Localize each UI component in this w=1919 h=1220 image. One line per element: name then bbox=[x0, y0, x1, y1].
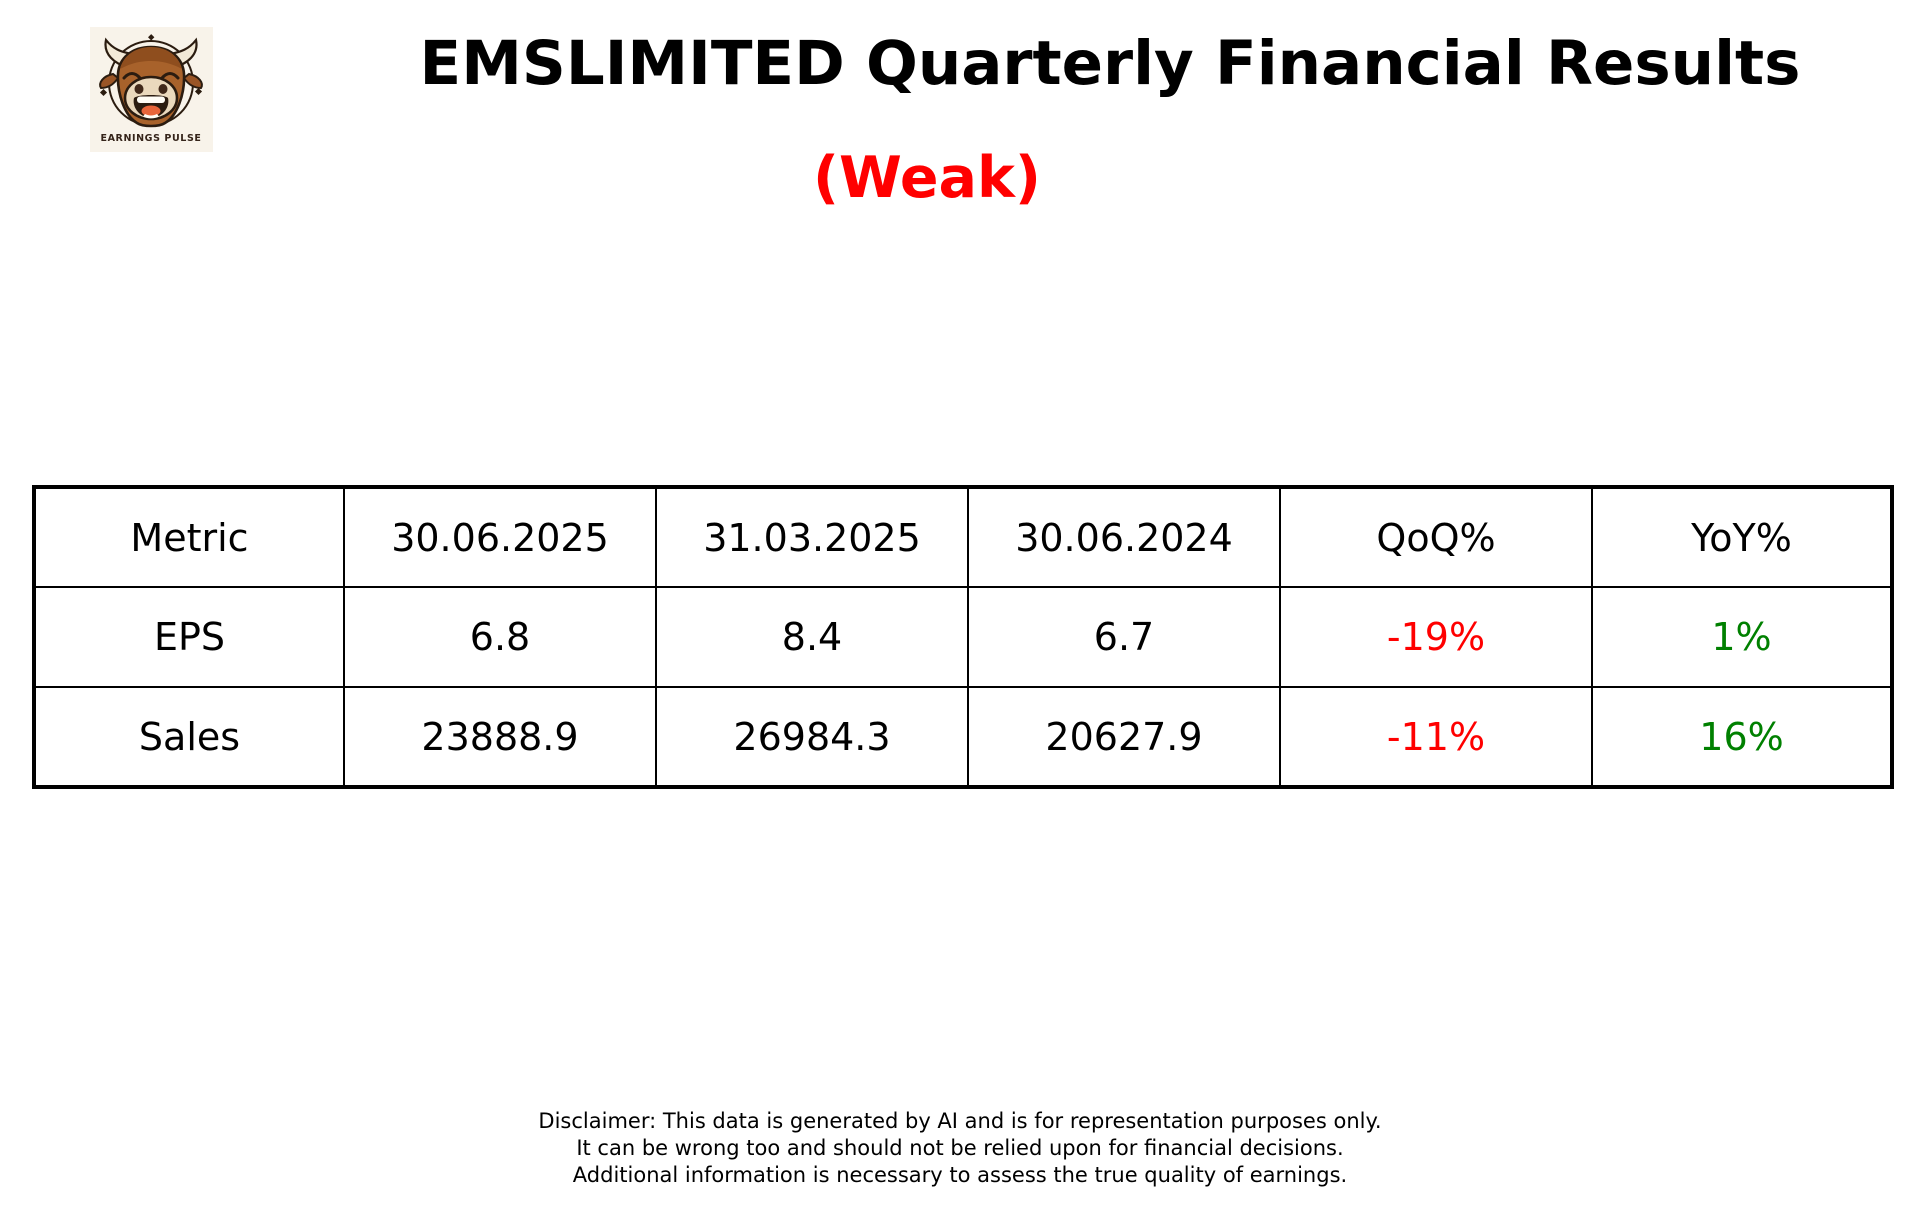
disclaimer-line-3: Additional information is necessary to a… bbox=[572, 1163, 1348, 1187]
eps-previous: 8.4 bbox=[655, 586, 969, 688]
sales-yoy-change: 16% bbox=[1591, 686, 1893, 788]
column-header-yoy: YoY% bbox=[1591, 486, 1893, 588]
eps-current: 6.8 bbox=[343, 586, 657, 688]
financial-results-table: Metric 30.06.2025 31.03.2025 30.06.2024 … bbox=[32, 485, 1894, 789]
table-row-sales: Sales 23888.9 26984.3 20627.9 -11% 16% bbox=[33, 686, 1893, 788]
laughing-bull-icon: EARNINGS PULSE bbox=[90, 27, 213, 152]
column-header-previous-quarter: 31.03.2025 bbox=[655, 486, 969, 588]
table-header-row: Metric 30.06.2025 31.03.2025 30.06.2024 … bbox=[33, 486, 1893, 588]
table-row-eps: EPS 6.8 8.4 6.7 -19% 1% bbox=[33, 586, 1893, 688]
sales-previous: 26984.3 bbox=[655, 686, 969, 788]
brand-logo: EARNINGS PULSE bbox=[90, 27, 213, 152]
verdict-label: (Weak) bbox=[813, 145, 1041, 211]
disclaimer-line-1: Disclaimer: This data is generated by AI… bbox=[538, 1109, 1382, 1133]
page-title: EMSLIMITED Quarterly Financial Results bbox=[419, 28, 1801, 99]
eps-qoq-change: -19% bbox=[1279, 586, 1593, 688]
eps-yoy-change: 1% bbox=[1591, 586, 1893, 688]
sales-current: 23888.9 bbox=[343, 686, 657, 788]
disclaimer-line-2: It can be wrong too and should not be re… bbox=[576, 1136, 1344, 1160]
sales-year-ago: 20627.9 bbox=[967, 686, 1281, 788]
eps-year-ago: 6.7 bbox=[967, 586, 1281, 688]
column-header-metric: Metric bbox=[33, 486, 345, 588]
metric-label: Sales bbox=[33, 686, 345, 788]
brand-logo-text: EARNINGS PULSE bbox=[100, 133, 201, 144]
column-header-qoq: QoQ% bbox=[1279, 486, 1593, 588]
disclaimer-text: Disclaimer: This data is generated by AI… bbox=[538, 1108, 1381, 1189]
column-header-year-ago-quarter: 30.06.2024 bbox=[967, 486, 1281, 588]
sales-qoq-change: -11% bbox=[1279, 686, 1593, 788]
metric-label: EPS bbox=[33, 586, 345, 688]
column-header-current-quarter: 30.06.2025 bbox=[343, 486, 657, 588]
